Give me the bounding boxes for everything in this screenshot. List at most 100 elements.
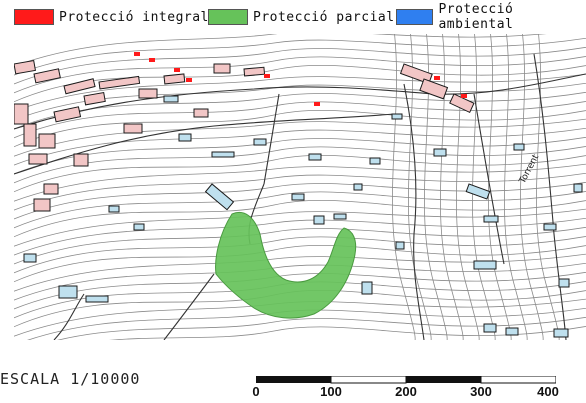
building-ambiental [433, 148, 447, 157]
contour-line [14, 244, 586, 283]
building-integral [73, 153, 89, 167]
contour-line [503, 34, 528, 340]
contour-line [14, 154, 586, 193]
building-ambiental [391, 113, 403, 120]
building-integral [43, 183, 59, 195]
building-ambiental [395, 241, 405, 250]
contour-line [14, 100, 586, 139]
contour-line [14, 217, 586, 256]
building-integral [38, 133, 56, 149]
scale-tick-0: 0 [252, 384, 260, 399]
contour-line [14, 262, 586, 301]
contour-line [14, 226, 586, 265]
legend-label-ambiental: Protecció ambiental [438, 2, 514, 32]
building-integral [23, 123, 37, 147]
building-ambiental [291, 193, 305, 201]
contour-line [423, 34, 448, 340]
contour-line [14, 46, 586, 85]
scale-tick-400: 400 [537, 384, 559, 399]
red-markers [134, 52, 467, 106]
legend-label-parcial: Protecció parcial [253, 9, 395, 25]
building-integral [213, 63, 231, 74]
red-marker [264, 74, 270, 78]
building-ambiental [473, 260, 497, 270]
contour-line [56, 316, 586, 340]
contour-line [14, 91, 586, 130]
contour-line [14, 118, 586, 157]
scale-label: ESCALA 1/10000 [0, 370, 141, 388]
building-ambiental [204, 183, 235, 211]
contour-line [14, 190, 586, 229]
building-integral [193, 108, 209, 118]
building-ambiental [308, 153, 322, 161]
building-integral [63, 78, 96, 95]
protected-integral-buildings [14, 59, 475, 212]
scale-bar: 0 100 200 300 400 [252, 376, 559, 403]
building-ambiental [513, 143, 525, 151]
building-ambiental [313, 215, 325, 225]
contour-line [439, 34, 464, 340]
building-ambiental [133, 223, 145, 231]
contour-line [519, 34, 544, 340]
building-ambiental [558, 278, 570, 288]
red-marker [314, 102, 320, 106]
map-legend: Protecció integral Protecció parcial Pro… [0, 2, 586, 32]
contour-line [407, 34, 432, 340]
legend-swatch-red [14, 9, 54, 25]
protected-ambiental-buildings [23, 95, 583, 338]
legend-swatch-green [208, 9, 248, 25]
building-ambiental [553, 328, 569, 338]
building-ambiental [483, 323, 497, 333]
building-ambiental [543, 223, 557, 231]
contour-line [14, 64, 586, 103]
building-integral [33, 68, 61, 84]
legend-item-parcial: Protecció parcial [208, 7, 395, 27]
building-ambiental [505, 327, 519, 336]
red-marker [174, 68, 180, 72]
scale-bar-segments [256, 376, 556, 384]
roads [14, 53, 586, 340]
scale-tick-200: 200 [395, 384, 417, 399]
building-ambiental [58, 285, 78, 299]
building-ambiental [108, 205, 120, 213]
contour-line [391, 34, 416, 340]
contour-line [14, 55, 586, 94]
legend-item-integral: Protecció integral [14, 7, 209, 27]
building-ambiental [178, 133, 192, 142]
contour-line [14, 73, 586, 112]
building-ambiental [211, 151, 235, 158]
legend-swatch-blue [396, 9, 434, 25]
protected-partial-zone [215, 211, 357, 319]
building-ambiental [465, 183, 491, 200]
building-integral [33, 198, 51, 212]
building-integral [98, 75, 141, 90]
building-ambiental [85, 295, 109, 303]
building-integral [83, 91, 106, 106]
contour-line [14, 145, 586, 184]
building-integral [419, 78, 449, 100]
building-ambiental [483, 215, 499, 223]
building-integral [449, 93, 475, 114]
building-integral [14, 59, 37, 75]
contour-line [14, 199, 586, 238]
building-ambiental [361, 281, 373, 295]
topographic-map[interactable]: Torrent [14, 34, 586, 340]
building-integral [53, 106, 82, 123]
building-ambiental [163, 95, 179, 103]
red-marker [434, 76, 440, 80]
contour-line [14, 37, 586, 76]
red-marker [461, 94, 467, 98]
building-ambiental [333, 213, 347, 220]
legend-item-ambiental: Protecció ambiental [396, 2, 586, 32]
contour-line [109, 325, 586, 340]
building-integral [243, 66, 266, 77]
building-integral [163, 73, 186, 85]
red-marker [149, 58, 155, 62]
building-ambiental [573, 183, 583, 193]
contour-line [14, 163, 586, 202]
legend-label-integral: Protecció integral [59, 9, 209, 25]
scale-tick-300: 300 [470, 384, 492, 399]
building-ambiental [369, 157, 381, 165]
building-integral [123, 123, 143, 134]
building-integral [138, 88, 158, 99]
